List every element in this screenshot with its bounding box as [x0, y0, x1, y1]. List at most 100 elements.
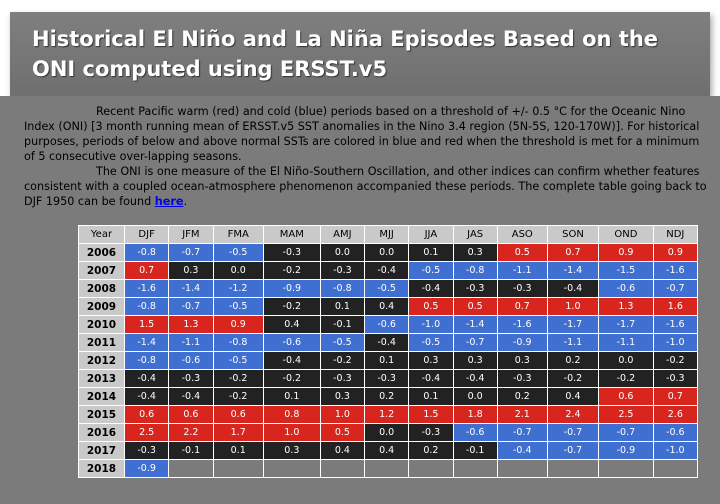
oni-value-cell: -0.9	[598, 441, 654, 460]
oni-value-cell: 0.3	[408, 351, 454, 370]
year-cell: 2012	[78, 351, 125, 370]
oni-value-cell: 0.2	[546, 351, 600, 370]
oni-value-cell: -1.2	[212, 279, 264, 298]
oni-value-cell: -0.9	[262, 279, 321, 298]
table-row: 2017 -0.3 -0.1 0.1 0.3 0.4 0.4 0.2 -0.1 -0.4 -0.7-…	[78, 441, 699, 460]
oni-value-cell: -1.1	[168, 333, 214, 352]
oni-value-cell: 0.6	[212, 405, 264, 424]
oni-value-cell: -0.2	[319, 351, 366, 370]
oni-value-cell: -0.7	[496, 423, 548, 442]
oni-value-cell: 0.0	[452, 387, 498, 406]
oni-value-cell: -0.3	[168, 369, 214, 388]
oni-value-cell: -0.3	[496, 369, 548, 388]
oni-value-cell: 0.3	[452, 243, 498, 262]
oni-value-cell: 0.5	[408, 297, 454, 316]
oni-value-cell: -0.5	[212, 297, 264, 316]
oni-value-cell: -0.4	[363, 261, 410, 280]
oni-value-cell: -1.6	[496, 315, 548, 334]
column-header-mjj: MJJ	[363, 225, 410, 244]
oni-value-cell: -1.1	[546, 333, 600, 352]
empty-cell	[319, 459, 366, 478]
oni-value-cell: -1.7	[546, 315, 600, 334]
oni-value-cell: 1.7	[212, 423, 264, 442]
empty-cell	[496, 459, 548, 478]
oni-value-cell: -0.6	[262, 333, 321, 352]
oni-value-cell: 0.4	[363, 297, 410, 316]
oni-value-cell: -0.2	[262, 369, 321, 388]
oni-value-cell: 0.4	[262, 315, 321, 334]
oni-value-cell: -1.5	[598, 261, 654, 280]
column-header-aso: ASO	[496, 225, 548, 244]
oni-value-cell: -0.2	[598, 369, 654, 388]
column-header-jja: JJA	[408, 225, 454, 244]
oni-value-cell: 1.2	[363, 405, 410, 424]
oni-value-cell: 0.4	[319, 441, 366, 460]
oni-value-cell: -0.8	[212, 333, 264, 352]
table-header-row: Year DJF JFM FMA MAM AMJ MJJ JJA JAS ASO SON OND NDJ	[78, 225, 699, 244]
full-table-link[interactable]: here	[154, 195, 184, 208]
oni-value-cell: -0.3	[319, 261, 366, 280]
intro-p2-text: The ONI is one measure of the El Niño-So…	[24, 165, 707, 208]
oni-value-cell: -0.8	[319, 279, 366, 298]
year-cell: 2017	[78, 441, 125, 460]
intro-paragraph-2: The ONI is one measure of the El Niño-So…	[24, 164, 712, 209]
oni-value-cell: 0.7	[496, 297, 548, 316]
year-cell: 2016	[78, 423, 125, 442]
oni-value-cell: -0.2	[262, 297, 321, 316]
table-row: 2012 -0.8 -0.6 -0.5 -0.4 -0.2 0.1 0.3 0.3 0.3 0.2 0…	[78, 351, 699, 370]
oni-value-cell: -0.5	[363, 279, 410, 298]
year-cell: 2009	[78, 297, 125, 316]
oni-value-cell: 0.1	[408, 243, 454, 262]
oni-value-cell: 1.8	[452, 405, 498, 424]
oni-value-cell: -0.5	[319, 333, 366, 352]
table-row: 2014 -0.4 -0.4 -0.2 0.1 0.3 0.2 0.1 0.0 0.2 0.4 0.6…	[78, 387, 699, 406]
oni-value-cell: -0.8	[123, 297, 170, 316]
oni-value-cell: 0.0	[363, 243, 410, 262]
oni-value-cell: 0.3	[319, 387, 366, 406]
oni-value-cell: -1.1	[496, 261, 548, 280]
empty-cell	[212, 459, 264, 478]
oni-value-cell: -1.4	[123, 333, 170, 352]
column-header-mam: MAM	[262, 225, 321, 244]
oni-value-cell: 1.0	[546, 297, 600, 316]
oni-value-cell: 1.6	[652, 297, 699, 316]
oni-value-cell: -0.9	[123, 459, 170, 478]
year-cell: 2006	[78, 243, 125, 262]
oni-value-cell: -0.6	[168, 351, 214, 370]
oni-value-cell: -0.4	[363, 333, 410, 352]
oni-value-cell: 0.5	[496, 243, 548, 262]
oni-value-cell: 0.1	[319, 297, 366, 316]
oni-value-cell: 0.9	[212, 315, 264, 334]
empty-cell	[452, 459, 498, 478]
oni-value-cell: 0.2	[408, 441, 454, 460]
oni-value-cell: -1.6	[652, 261, 699, 280]
title-bar: Historical El Niño and La Niña Episodes …	[10, 12, 710, 96]
oni-value-cell: -0.8	[452, 261, 498, 280]
oni-value-cell: -1.4	[546, 261, 600, 280]
oni-value-cell: 1.0	[319, 405, 366, 424]
oni-value-cell: 0.4	[363, 441, 410, 460]
oni-value-cell: -0.6	[363, 315, 410, 334]
oni-value-cell: -1.4	[452, 315, 498, 334]
oni-value-cell: 0.1	[408, 387, 454, 406]
intro-text: Recent Pacific warm (red) and cold (blue…	[24, 104, 712, 209]
oni-value-cell: -0.9	[496, 333, 548, 352]
oni-value-cell: 1.3	[598, 297, 654, 316]
oni-value-cell: 0.1	[363, 351, 410, 370]
oni-value-cell: 0.9	[598, 243, 654, 262]
oni-value-cell: 0.5	[452, 297, 498, 316]
oni-value-cell: -0.2	[652, 351, 699, 370]
oni-value-cell: 0.0	[319, 243, 366, 262]
oni-value-cell: 2.2	[168, 423, 214, 442]
oni-value-cell: -0.5	[408, 333, 454, 352]
oni-value-cell: -0.6	[452, 423, 498, 442]
oni-value-cell: -0.3	[319, 369, 366, 388]
oni-value-cell: 2.5	[598, 405, 654, 424]
oni-value-cell: -1.7	[598, 315, 654, 334]
oni-value-cell: -0.7	[598, 423, 654, 442]
oni-value-cell: 0.6	[168, 405, 214, 424]
table-row: 2016 2.5 2.2 1.7 1.0 0.5 0.0 -0.3 -0.6 -0.7 -0.7 -0…	[78, 423, 699, 442]
oni-value-cell: -0.6	[598, 279, 654, 298]
oni-value-cell: -0.4	[123, 369, 170, 388]
oni-value-cell: -0.5	[212, 243, 264, 262]
